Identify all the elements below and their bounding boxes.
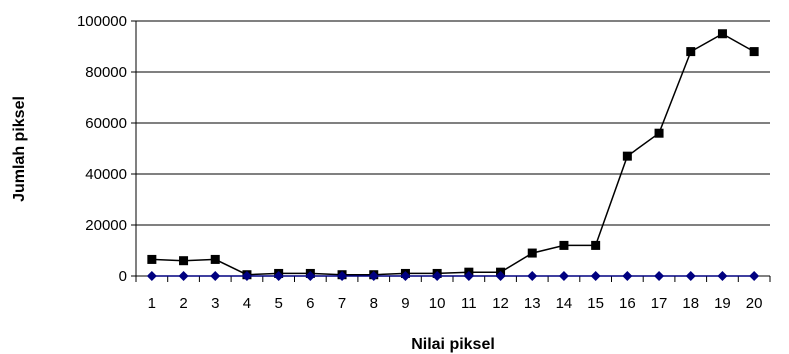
- series-1-point-20: [749, 47, 759, 57]
- y-tick-label-40000: 40000: [85, 166, 127, 183]
- x-tick-label-17: 17: [651, 295, 668, 312]
- series-1-point-14: [559, 240, 569, 250]
- x-tick-label-16: 16: [619, 295, 636, 312]
- series-2-point-18: [685, 271, 696, 281]
- series-1-line: [151, 32, 755, 276]
- x-axis-tick-labels: 1 2 3 4 5 6 7 8 9 10 11 12 13 14 15 16 17 18 19 20: [148, 295, 763, 312]
- x-tick-label-11: 11: [461, 295, 477, 312]
- x-tick-label-4: 4: [243, 295, 251, 312]
- y-tick-label-60000: 60000: [85, 115, 127, 132]
- series-2-point-16: [622, 271, 633, 281]
- series-2-point-10: [432, 271, 443, 281]
- x-tick-label-12: 12: [492, 295, 509, 312]
- gridlines: [136, 20, 770, 226]
- x-tick-label-6: 6: [306, 295, 314, 312]
- x-axis-title: Nilai piksel: [411, 336, 495, 353]
- y-tick-label-80000: 80000: [85, 64, 127, 81]
- series-2-point-1: [146, 271, 157, 281]
- series-2-point-17: [654, 271, 665, 281]
- series-group: [146, 29, 760, 281]
- series-2-point-20: [749, 271, 760, 281]
- x-tick-label-8: 8: [370, 295, 378, 312]
- series-1-point-1: [147, 254, 157, 264]
- series-2-point-8: [368, 271, 379, 281]
- series-2-point-19: [717, 271, 728, 281]
- y-tick-label-20000: 20000: [85, 217, 127, 234]
- series-2: [146, 271, 760, 281]
- x-tick-label-20: 20: [746, 295, 763, 312]
- series-2-point-2: [178, 271, 189, 281]
- series-1-point-2: [179, 256, 189, 266]
- x-tick-label-19: 19: [714, 295, 731, 312]
- series-1-point-3: [210, 254, 220, 264]
- x-tick-label-1: 1: [148, 295, 156, 312]
- series-1-point-16: [622, 151, 632, 161]
- y-tick-label-100000: 100000: [77, 13, 127, 30]
- series-2-point-14: [558, 271, 569, 281]
- series-1-point-19: [717, 29, 727, 39]
- x-tick-label-14: 14: [556, 295, 573, 312]
- series-2-point-12: [495, 271, 506, 281]
- series-2-point-4: [241, 271, 252, 281]
- y-tick-label-0: 0: [119, 268, 127, 285]
- x-tick-label-13: 13: [524, 295, 541, 312]
- series-1-point-17: [654, 128, 664, 138]
- series-2-point-5: [273, 271, 284, 281]
- x-tick-label-15: 15: [587, 295, 604, 312]
- series-1-point-15: [591, 240, 601, 250]
- series-2-point-15: [590, 271, 601, 281]
- series-2-point-7: [337, 271, 348, 281]
- series-2-point-6: [305, 271, 316, 281]
- series-1-point-18: [686, 47, 696, 57]
- y-axis-title: Jumlah piksel: [11, 96, 28, 202]
- series-1-point-13: [527, 248, 537, 258]
- y-axis-tick-labels: 0 20000 40000 60000 80000 100000: [77, 13, 127, 285]
- x-tick-label-2: 2: [179, 295, 187, 312]
- series-2-point-11: [463, 271, 474, 281]
- axes: [131, 20, 771, 282]
- x-tick-label-18: 18: [682, 295, 699, 312]
- series-2-point-3: [210, 271, 221, 281]
- x-tick-label-9: 9: [401, 295, 409, 312]
- x-tick-label-3: 3: [211, 295, 219, 312]
- series-2-point-9: [400, 271, 411, 281]
- x-tick-label-5: 5: [274, 295, 282, 312]
- series-1: [147, 29, 759, 280]
- series-2-point-13: [527, 271, 538, 281]
- x-tick-label-10: 10: [429, 295, 446, 312]
- x-tick-label-7: 7: [338, 295, 346, 312]
